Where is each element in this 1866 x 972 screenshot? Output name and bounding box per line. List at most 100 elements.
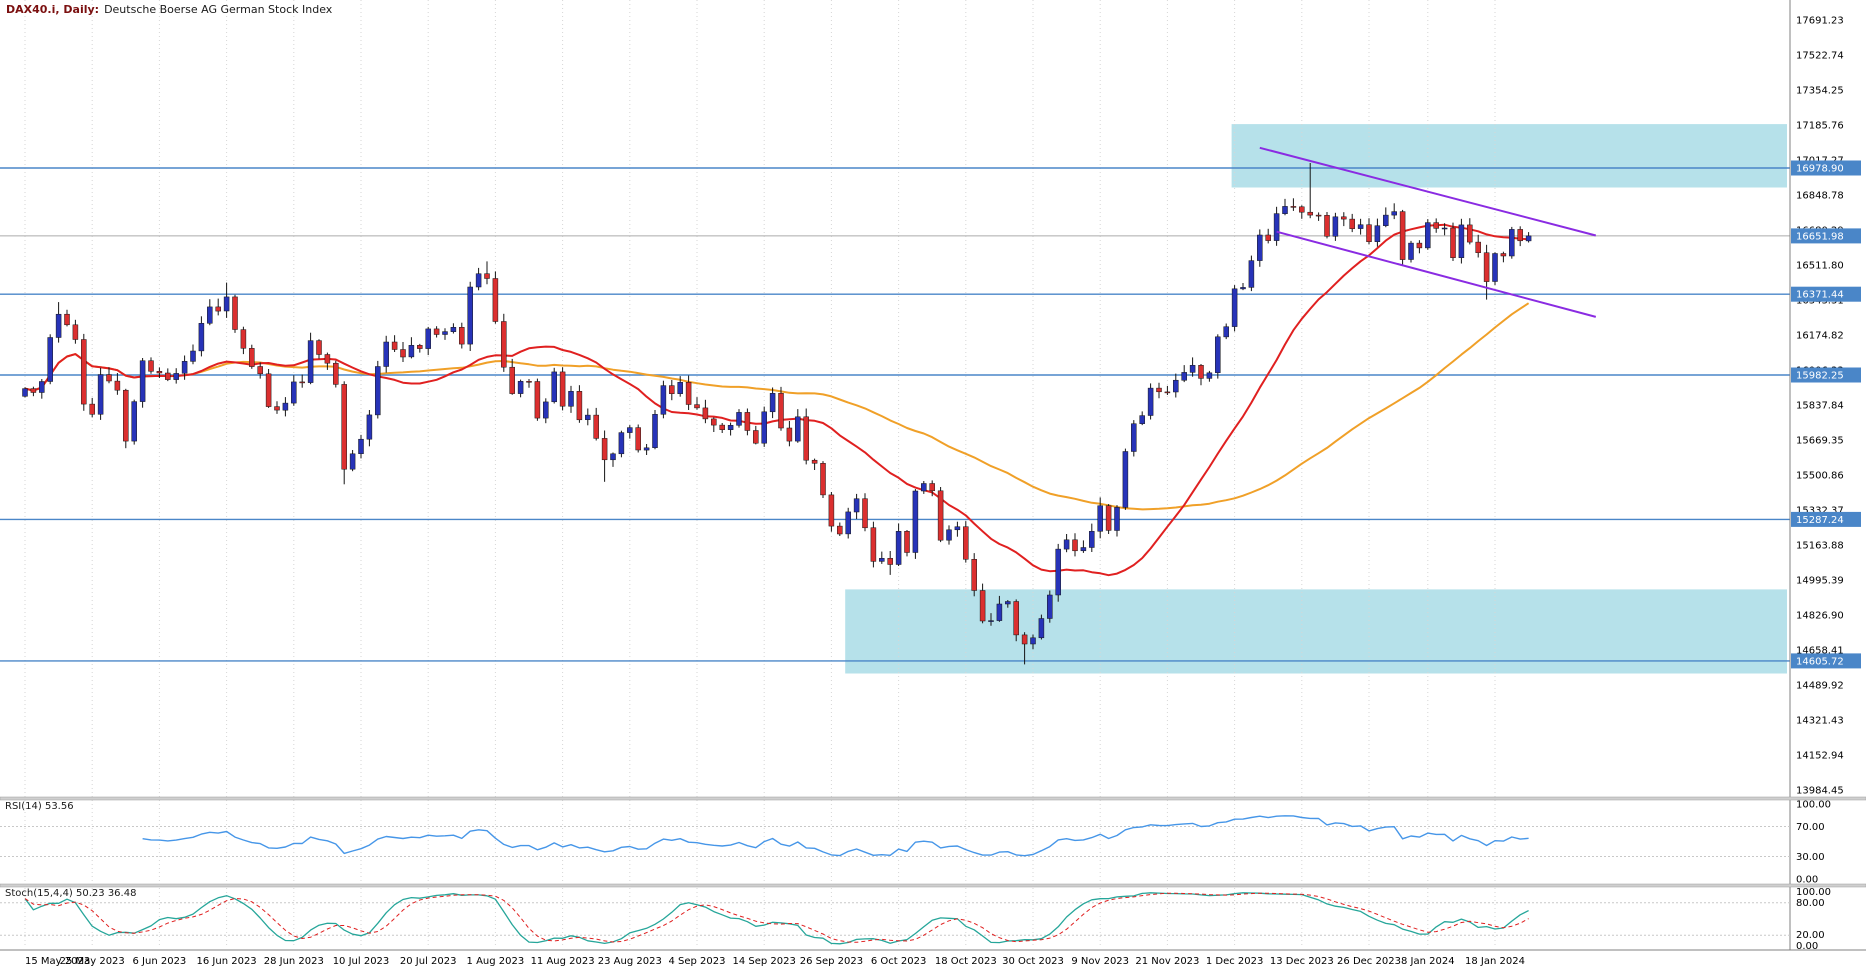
rsi-indicator-label: RSI(14) 53.56 (5, 801, 74, 812)
candle-body (576, 391, 583, 421)
rsi-axis-label: 100.00 (1796, 800, 1831, 811)
candle-body (1425, 222, 1431, 249)
candle-body (660, 385, 667, 415)
candle-body (1441, 227, 1448, 230)
date-axis-label: 1 Dec 2023 (1206, 956, 1264, 967)
candle-body (501, 321, 507, 368)
candle-body (291, 381, 297, 404)
candle-body (1290, 206, 1297, 208)
candle-body (1005, 601, 1011, 605)
candle-body (1349, 218, 1355, 229)
panel-separator[interactable] (0, 883, 1866, 888)
date-axis-label: 18 Oct 2023 (935, 956, 997, 967)
candle-body (1315, 214, 1322, 217)
price-level-badge (1791, 160, 1861, 176)
candle-body (627, 427, 633, 433)
candle-body (417, 345, 423, 349)
candle-body (820, 463, 826, 496)
price-axis-label: 16848.78 (1796, 191, 1844, 202)
candle-body (727, 425, 734, 430)
candle-body (769, 393, 776, 413)
candle-body (778, 393, 784, 429)
candle-body (442, 331, 448, 335)
candle-body (1307, 211, 1313, 216)
trendline[interactable] (1276, 230, 1597, 318)
panel-separator[interactable] (0, 796, 1866, 801)
candle-body (786, 427, 793, 442)
candle-body (1089, 531, 1095, 548)
candle-body (887, 558, 893, 565)
stochastic-indicator-label: Stoch(15,4,4) 50.23 36.48 (5, 888, 137, 899)
candle-body (1122, 451, 1129, 508)
price-axis-label: 14826.90 (1796, 611, 1844, 622)
candle-body (316, 340, 322, 355)
candle-body (694, 404, 700, 409)
candle-body (1063, 539, 1070, 550)
candle-body (307, 340, 314, 383)
candle-body (652, 414, 658, 448)
candle-body (1248, 260, 1255, 288)
candle-body (895, 531, 902, 565)
candle-body (232, 296, 238, 330)
zone-rectangle[interactable] (845, 589, 1787, 674)
price-level-badge-text: 16371.44 (1796, 290, 1844, 301)
candle-body (1215, 336, 1221, 373)
candle-body (946, 529, 952, 541)
candle-body (475, 273, 482, 288)
zone-rectangle[interactable] (1231, 124, 1787, 188)
candle-body (1038, 618, 1045, 639)
date-axis-label: 18 Jan 2024 (1465, 956, 1525, 967)
stochastic-axis-label: 80.00 (1796, 898, 1825, 909)
candle-body (912, 490, 919, 553)
candle-body (559, 371, 566, 407)
price-level-badge-text: 16651.98 (1796, 231, 1844, 242)
candle-body (408, 345, 415, 358)
moving-average-line-21[interactable] (24, 223, 1529, 577)
price-level-badge-text: 15982.25 (1796, 371, 1844, 382)
candle-body (81, 339, 87, 405)
candle-body (1341, 216, 1347, 220)
price-level-badge (1791, 653, 1861, 669)
candle-body (1240, 287, 1246, 290)
price-axis-label: 13984.45 (1796, 786, 1844, 797)
candle-body (47, 337, 53, 382)
candle-body (1206, 372, 1213, 379)
price-level-badge (1791, 286, 1861, 302)
date-axis-label: 16 Jun 2023 (197, 956, 257, 967)
candle-body (333, 362, 339, 385)
candle-body (123, 389, 129, 442)
candle-body (383, 341, 389, 367)
candle-body (551, 371, 557, 403)
candle-body (156, 371, 163, 374)
candle-body (795, 416, 801, 442)
date-axis-label: 9 Nov 2023 (1071, 956, 1129, 967)
trendline[interactable] (1259, 146, 1597, 237)
price-axis-label: 14321.43 (1796, 716, 1844, 727)
candle-body (509, 366, 515, 394)
candle-body (1131, 423, 1137, 452)
candle-body (1105, 505, 1112, 531)
candle-body (106, 374, 112, 382)
candle-body (459, 327, 465, 345)
moving-average-line-55[interactable] (24, 302, 1530, 511)
price-axis-label: 15332.37 (1796, 506, 1844, 517)
candle-body (1383, 214, 1389, 226)
candle-body (526, 381, 532, 383)
candle-body (736, 412, 742, 426)
candle-body (265, 373, 272, 407)
date-axis-label: 23 Aug 2023 (598, 956, 662, 967)
candle-body (190, 350, 196, 362)
rsi-axis-label: 0.00 (1796, 875, 1818, 886)
candle-body (1391, 211, 1397, 216)
candle-body (1013, 601, 1019, 636)
price-axis-label: 14658.41 (1796, 646, 1844, 657)
candle-body (677, 382, 683, 394)
date-axis-label: 14 Sep 2023 (733, 956, 796, 967)
price-axis-label: 17522.74 (1796, 51, 1844, 62)
candle-body (484, 273, 490, 279)
price-axis-label: 16174.82 (1796, 331, 1844, 342)
candle-body (585, 414, 591, 420)
price-axis-label: 14995.39 (1796, 576, 1844, 587)
candle-body (1173, 379, 1179, 393)
